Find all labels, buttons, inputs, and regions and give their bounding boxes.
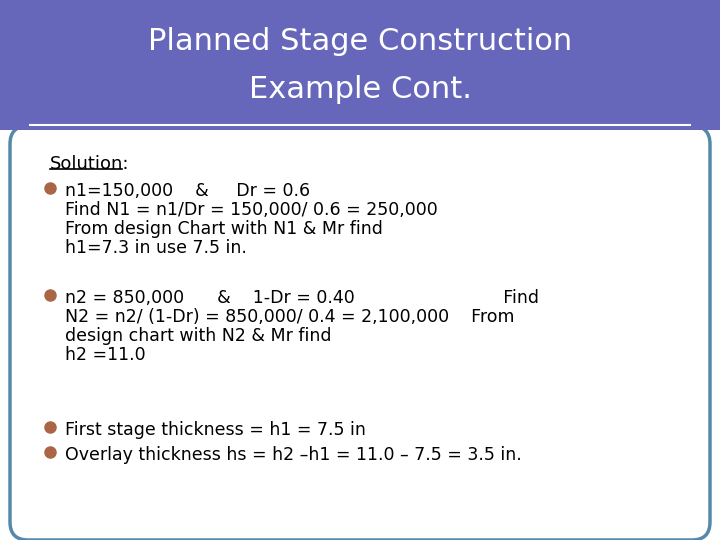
- Text: Planned Stage Construction: Planned Stage Construction: [148, 28, 572, 57]
- FancyBboxPatch shape: [10, 126, 710, 540]
- Text: h2 =11.0: h2 =11.0: [65, 346, 145, 364]
- Text: First stage thickness = h1 = 7.5 in: First stage thickness = h1 = 7.5 in: [65, 421, 366, 439]
- Text: N2 = n2/ (1-Dr) = 850,000/ 0.4 = 2,100,000    From: N2 = n2/ (1-Dr) = 850,000/ 0.4 = 2,100,0…: [65, 308, 515, 326]
- Text: Overlay thickness hs = h2 –h1 = 11.0 – 7.5 = 3.5 in.: Overlay thickness hs = h2 –h1 = 11.0 – 7…: [65, 446, 522, 464]
- Text: n1=150,000    &     Dr = 0.6: n1=150,000 & Dr = 0.6: [65, 182, 310, 200]
- FancyBboxPatch shape: [0, 0, 720, 130]
- Text: design chart with N2 & Mr find: design chart with N2 & Mr find: [65, 327, 331, 345]
- Text: Find N1 = n1/Dr = 150,000/ 0.6 = 250,000: Find N1 = n1/Dr = 150,000/ 0.6 = 250,000: [65, 201, 438, 219]
- Text: n2 = 850,000      &    1-Dr = 0.40                           Find: n2 = 850,000 & 1-Dr = 0.40 Find: [65, 289, 539, 307]
- Text: h1=7.3 in use 7.5 in.: h1=7.3 in use 7.5 in.: [65, 239, 247, 257]
- Text: Example Cont.: Example Cont.: [248, 76, 472, 105]
- Text: Solution:: Solution:: [50, 155, 130, 173]
- Text: From design Chart with N1 & Mr find: From design Chart with N1 & Mr find: [65, 220, 383, 238]
